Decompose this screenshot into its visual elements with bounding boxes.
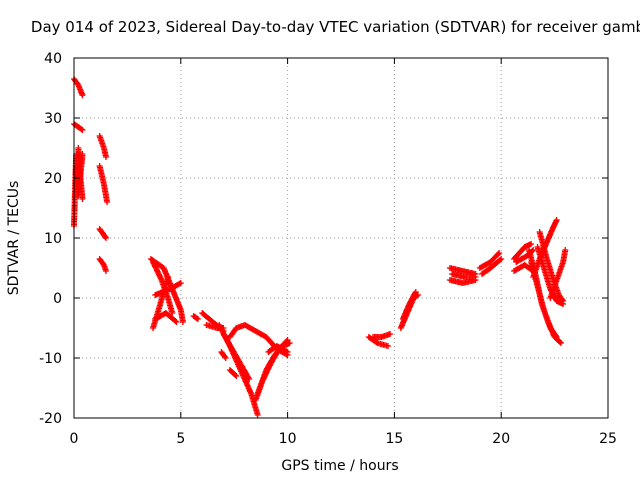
grid-lines — [74, 58, 608, 418]
chart-title: Day 014 of 2023, Sidereal Day-to-day VTE… — [31, 18, 640, 36]
data-track-markers — [152, 280, 184, 298]
x-tick-label: 25 — [599, 431, 617, 447]
data-track-markers — [96, 133, 109, 160]
data-track-markers — [476, 250, 503, 271]
y-tick-label: -20 — [39, 411, 62, 427]
data-track-markers — [220, 331, 253, 382]
data-track-markers — [75, 145, 86, 202]
y-tick-label: 40 — [44, 51, 62, 67]
y-axis-label: SDTVAR / TECUs — [6, 181, 22, 296]
data-track-markers — [96, 226, 109, 241]
x-tick-label: 20 — [492, 431, 510, 447]
data-track-markers — [265, 343, 291, 355]
data-track-markers — [96, 163, 111, 205]
data-track-markers — [547, 247, 569, 301]
data-track-markers — [446, 277, 479, 286]
data-track-markers — [226, 367, 240, 379]
data-track-markers — [511, 241, 535, 262]
y-tick-label: 20 — [44, 171, 62, 187]
y-tick-label: 10 — [44, 231, 62, 247]
x-tick-label: 15 — [385, 431, 403, 447]
x-axis-label: GPS time / hours — [281, 458, 398, 474]
y-tick-label: -10 — [39, 351, 62, 367]
x-axis-ticks: 0 5 10 15 20 25 — [70, 58, 617, 447]
plot-area — [71, 76, 569, 418]
data-track-markers — [152, 310, 180, 325]
data-track-markers — [190, 313, 201, 322]
data-track-markers — [479, 256, 505, 277]
data-track-markers — [399, 289, 419, 322]
x-tick-label: 0 — [70, 431, 79, 447]
y-tick-label: 30 — [44, 111, 62, 127]
x-tick-label: 10 — [279, 431, 297, 447]
data-track-markers — [370, 331, 394, 340]
y-axis-ticks: -20 -10 0 10 20 30 40 — [39, 51, 608, 427]
data-track-markers — [449, 271, 479, 280]
x-tick-label: 5 — [176, 431, 185, 447]
data-track-markers — [96, 256, 109, 274]
y-tick-label: 0 — [53, 291, 62, 307]
data-track-markers — [218, 349, 229, 361]
data-track-markers — [530, 217, 560, 280]
data-track-markers — [446, 265, 479, 277]
